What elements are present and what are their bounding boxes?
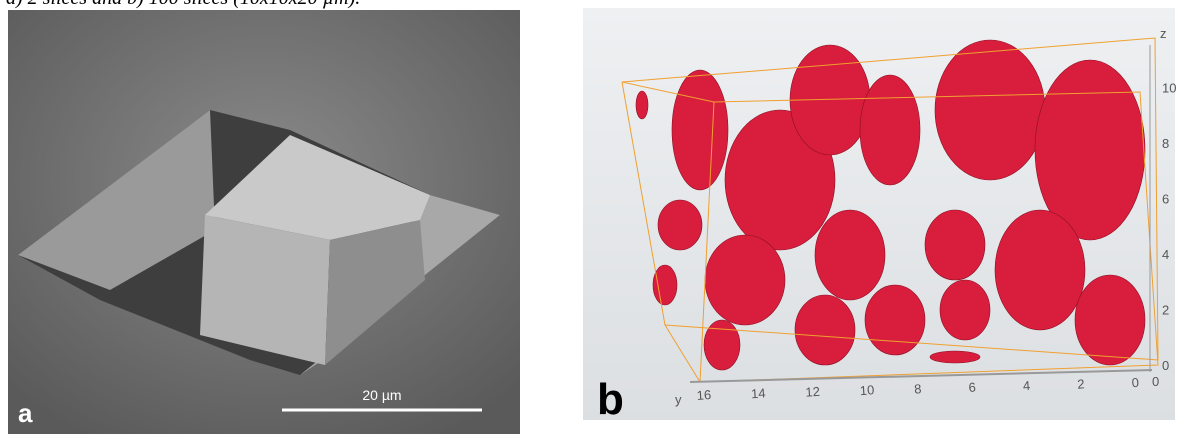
z-tick-label: 0 bbox=[1162, 358, 1169, 373]
y-tick-label: 4 bbox=[1022, 378, 1030, 393]
pore bbox=[705, 235, 785, 325]
y-tick-label: 16 bbox=[696, 387, 711, 403]
y-tick-label: 14 bbox=[751, 385, 766, 401]
panel-label: b bbox=[597, 375, 624, 424]
y-tick-label: 0 bbox=[1131, 375, 1139, 390]
pore bbox=[672, 70, 728, 190]
pore bbox=[925, 210, 985, 280]
y-tick-label: 2 bbox=[1077, 376, 1085, 391]
pore bbox=[930, 351, 980, 363]
pore bbox=[795, 295, 855, 365]
figure: a) 2 slices and b) 100 slices (10x10x20 … bbox=[0, 0, 1182, 435]
panel-b: z 0 2 4 6 8 10 16 14 12 10 8 6 4 2 0 y 0 b bbox=[583, 8, 1176, 424]
pore bbox=[860, 75, 920, 185]
pore bbox=[658, 200, 702, 250]
z-tick-label: 10 bbox=[1162, 81, 1176, 96]
y-axis-label: y bbox=[675, 392, 682, 407]
scale-bar-label: 20 µm bbox=[362, 387, 401, 403]
pore bbox=[865, 285, 925, 355]
z-tick-label: 6 bbox=[1162, 192, 1169, 207]
pore bbox=[935, 40, 1045, 180]
y-tick-label: 12 bbox=[805, 384, 820, 400]
pore bbox=[995, 210, 1085, 330]
z-axis-label: z bbox=[1160, 26, 1167, 41]
z-tick-label: 4 bbox=[1162, 247, 1169, 262]
y-tick-label: 10 bbox=[859, 382, 874, 398]
caption: a) 2 slices and b) 100 slices (10x10x20 … bbox=[6, 0, 360, 9]
pore bbox=[704, 320, 740, 370]
y-tick-label: 8 bbox=[914, 381, 922, 396]
z-tick-label: 8 bbox=[1162, 136, 1169, 151]
panel-label: a bbox=[18, 398, 33, 428]
pore bbox=[940, 280, 990, 340]
page: {"caption": "a) 2 slices and b) 100 slic… bbox=[0, 0, 1182, 435]
pore bbox=[636, 91, 648, 119]
x-tick-label: 0 bbox=[1152, 374, 1159, 389]
y-tick-label: 6 bbox=[968, 380, 976, 395]
z-tick-label: 2 bbox=[1162, 303, 1169, 318]
pore bbox=[1075, 275, 1145, 365]
pore bbox=[815, 210, 885, 300]
panel-a: a 20 µm bbox=[8, 10, 520, 434]
pore bbox=[653, 265, 677, 305]
